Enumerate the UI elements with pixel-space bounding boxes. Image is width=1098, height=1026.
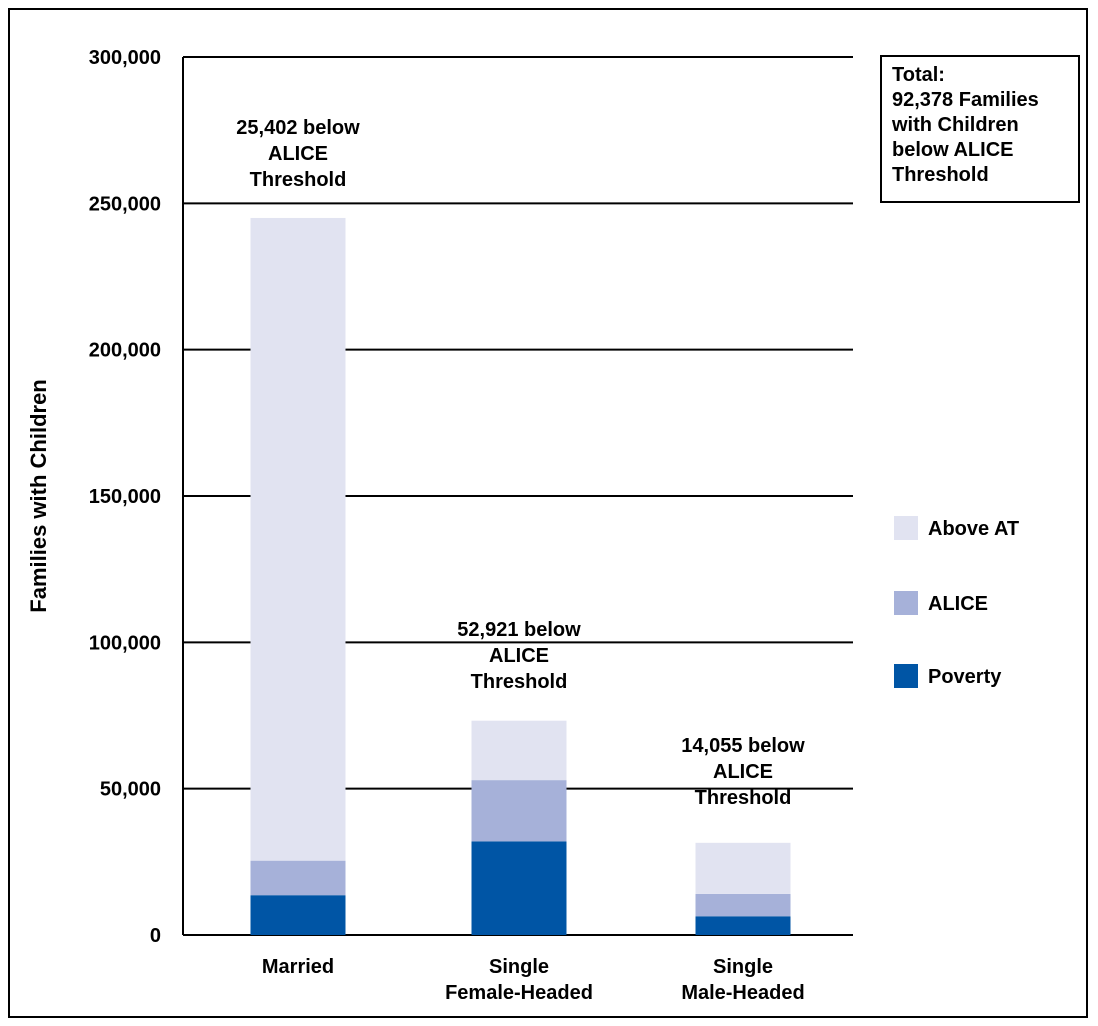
y-tick-label: 50,000 [100,779,161,801]
x-category-label: Male-Headed [681,982,804,1004]
bar-above-at [250,217,346,861]
x-category-label: Single [489,956,549,978]
legend-label: Poverty [928,666,1002,688]
total-line: Total: [892,64,945,86]
y-tick-label: 150,000 [89,486,161,508]
chart-frame [8,8,1088,1018]
bar-alice [695,893,791,917]
bar-poverty [250,895,346,935]
total-box: Total: 92,378 Families with Children bel… [880,55,1080,203]
bar-annotation: Threshold [695,787,792,809]
total-line: below ALICE [892,139,1014,161]
bar-annotation: ALICE [268,143,328,165]
y-tick-label: 250,000 [89,193,161,215]
bar-poverty [695,916,791,935]
bar-annotation: ALICE [489,645,549,667]
bar-annotation: 14,055 below [681,735,805,757]
y-tick-label: 0 [150,925,161,947]
legend-label: ALICE [928,593,988,615]
bar-annotation: 52,921 below [457,619,581,641]
y-axis-title: Families with Children [26,379,51,612]
bar-above-at [471,720,567,781]
legend-swatch-alice [894,591,918,615]
y-tick-label: 300,000 [89,47,161,69]
legend-swatch-poverty [894,664,918,688]
legend-label: Above AT [928,518,1019,540]
x-category-label: Married [262,956,334,978]
x-category-label: Single [713,956,773,978]
bar-alice [250,860,346,896]
bar-annotation: ALICE [713,761,773,783]
bar-annotation: Threshold [250,169,347,191]
bar-alice [471,780,567,842]
total-line: Threshold [892,164,989,186]
y-tick-label: 100,000 [89,632,161,654]
bar-annotation: Threshold [471,671,568,693]
total-line: 92,378 Families [892,89,1039,111]
bar-above-at [695,842,791,894]
bar-annotation: 25,402 below [236,117,360,139]
legend-swatch-above-at [894,516,918,540]
y-tick-label: 200,000 [89,340,161,362]
x-category-label: Female-Headed [445,982,593,1004]
bar-poverty [471,841,567,935]
total-line: with Children [892,114,1019,136]
